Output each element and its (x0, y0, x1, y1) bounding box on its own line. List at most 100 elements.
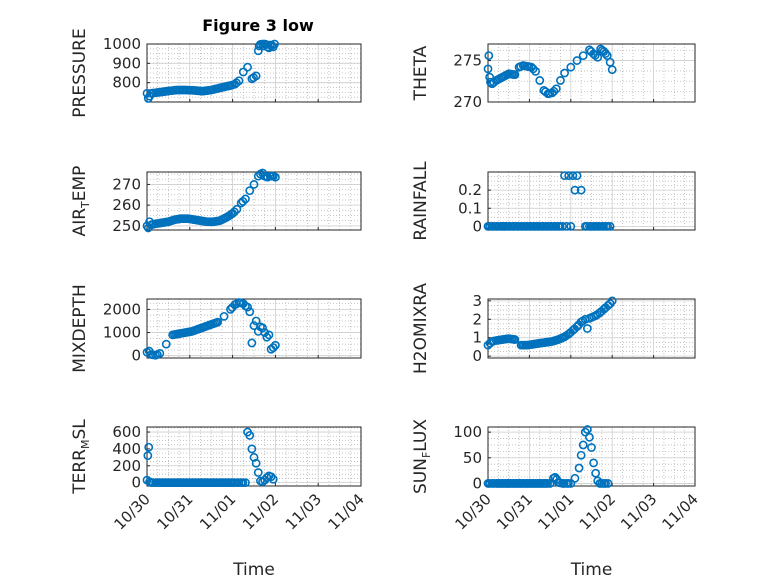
data-point (241, 194, 250, 204)
data-point (486, 77, 495, 87)
data-point (560, 171, 569, 181)
y-tick-label: 3 (472, 292, 482, 310)
data-point (262, 172, 271, 182)
data-point (148, 350, 158, 360)
x-tick-label: 10/30 (111, 490, 154, 533)
data-point (555, 221, 565, 231)
x-tick-label: 11/04 (325, 490, 368, 533)
y-tick-label: 270 (112, 175, 141, 193)
data-point (232, 78, 241, 88)
data-point (540, 479, 550, 488)
data-point (238, 197, 248, 206)
y-tick-label: 400 (112, 440, 141, 458)
data-point (572, 56, 582, 65)
axes-box (146, 426, 362, 487)
chart-panel-5: 0 1000 2000 MIXDEPTH (70, 284, 362, 373)
data-point (534, 479, 543, 488)
data-point (570, 473, 580, 483)
y-tick-label: 260 (112, 196, 141, 214)
data-point (590, 50, 600, 60)
data-point (601, 479, 610, 488)
data-point (509, 70, 519, 79)
y-tick-label: 270 (453, 93, 482, 111)
data-point (586, 221, 596, 231)
y-tick-label: 1000 (103, 35, 141, 53)
data-point (258, 323, 267, 333)
data-point (232, 204, 242, 214)
data-point (268, 474, 278, 484)
data-point (589, 458, 598, 468)
y-tick-label: 0 (131, 474, 141, 492)
y-tick-label: 0.2 (458, 181, 482, 199)
data-point (268, 343, 278, 352)
y-axis-label: AIRTEMP (70, 166, 92, 237)
data-point (229, 478, 239, 488)
axes-box (487, 426, 696, 487)
axes-box (146, 171, 362, 231)
data-point (485, 479, 495, 488)
data-point (559, 479, 569, 488)
data-point (161, 339, 171, 349)
data-point (510, 221, 519, 231)
y-tick-label: 200 (112, 457, 141, 475)
data-point (520, 61, 530, 71)
data-point (587, 443, 596, 452)
data-point (247, 444, 257, 454)
data-point (576, 185, 586, 195)
data-point (521, 340, 531, 350)
x-tick-label: 11/01 (534, 490, 577, 533)
data-point (535, 76, 545, 85)
data-point (267, 171, 277, 181)
data-point (551, 84, 561, 94)
data-point (262, 332, 272, 342)
x-tick-label: 11/04 (659, 490, 702, 533)
data-point (483, 64, 493, 74)
data-point (516, 62, 526, 71)
data-point (547, 221, 557, 231)
data-point (566, 62, 576, 72)
data-point (605, 57, 615, 67)
axes-box (146, 298, 362, 359)
axes-box (487, 171, 696, 231)
data-point (489, 221, 499, 231)
data-point (249, 73, 258, 83)
data-point (152, 350, 162, 359)
data-point (266, 472, 276, 482)
data-point (585, 432, 594, 442)
data-point (556, 76, 565, 85)
x-tick-label: 10/30 (452, 490, 495, 533)
y-tick-label: 0 (131, 347, 141, 365)
data-point (555, 478, 565, 488)
data-point (528, 64, 538, 74)
data-point (251, 458, 261, 468)
data-point (530, 221, 540, 231)
y-axis-label: THETA (411, 45, 431, 101)
data-point (534, 221, 544, 231)
data-point (249, 180, 259, 189)
y-tick-label: 250 (112, 217, 141, 235)
data-point (264, 330, 274, 340)
x-tick-label: 11/03 (282, 490, 325, 533)
data-point (515, 479, 525, 488)
data-point (570, 185, 580, 195)
data-point (582, 425, 592, 434)
data-point (238, 478, 248, 488)
data-point (503, 479, 512, 488)
data-point (143, 451, 153, 461)
data-point (576, 450, 586, 460)
data-point (493, 221, 503, 231)
data-point (243, 62, 252, 72)
data-point (560, 68, 569, 78)
data-point (245, 307, 255, 317)
data-point (270, 340, 280, 350)
data-point (566, 221, 576, 231)
data-point (505, 221, 515, 231)
data-point (549, 86, 559, 96)
data-point (551, 221, 561, 231)
data-point (251, 316, 261, 326)
figure-title: Figure 3 low (202, 16, 314, 35)
data-point (144, 442, 154, 452)
